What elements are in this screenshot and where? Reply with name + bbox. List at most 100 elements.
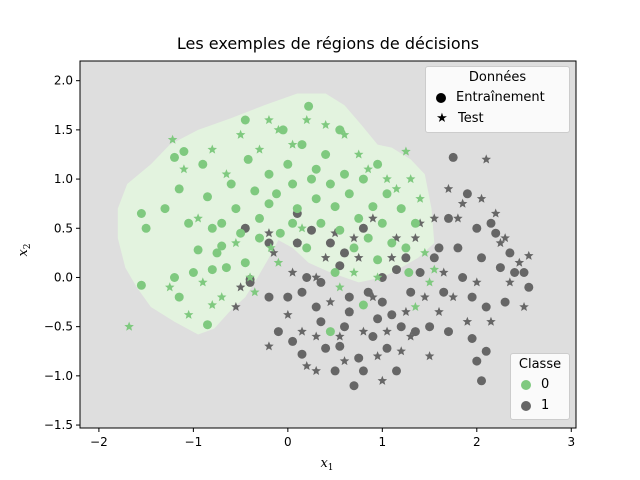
data-point-class-0-test bbox=[297, 223, 307, 233]
data-point-class-1-training bbox=[434, 243, 444, 253]
data-point-class-0-training bbox=[174, 184, 184, 194]
data-point-class-0-training bbox=[207, 223, 217, 233]
data-point-class-1-test bbox=[292, 238, 303, 248]
legend-label-training: Entraînement bbox=[456, 90, 545, 105]
data-point-class-0-training bbox=[255, 233, 264, 243]
data-point-class-0-training bbox=[410, 218, 420, 228]
y-tick-label: 1.5 bbox=[54, 123, 73, 137]
data-point-class-1-test bbox=[320, 252, 331, 262]
data-point-class-1-training bbox=[472, 356, 482, 366]
x-tick-label: 1 bbox=[379, 435, 387, 449]
data-point-class-0-test bbox=[198, 277, 208, 287]
data-point-class-0-training bbox=[170, 152, 179, 162]
data-point-class-1-test bbox=[358, 326, 369, 336]
data-point-class-1-training bbox=[444, 213, 453, 223]
data-point-class-1-test bbox=[330, 228, 340, 238]
data-point-class-0-training bbox=[275, 228, 285, 238]
y-axis: −1.5 −1.0 −0.5 0.0 0.5 1.0 1.5 2.0 bbox=[44, 74, 80, 432]
data-point-class-0-training bbox=[325, 327, 335, 337]
data-point-class-1-test bbox=[472, 277, 482, 287]
data-point-class-1-training bbox=[330, 366, 340, 376]
data-point-class-1-training bbox=[453, 243, 463, 253]
plot-area bbox=[79, 60, 577, 429]
data-point-class-0-training bbox=[203, 320, 212, 330]
x-tick-label: 2 bbox=[473, 435, 481, 449]
data-point-class-1-training bbox=[481, 302, 491, 312]
data-point-class-0-training bbox=[255, 213, 264, 223]
data-point-class-0-test bbox=[273, 257, 284, 267]
data-point-class-1-training bbox=[264, 238, 274, 248]
y-tick-label: −0.5 bbox=[44, 320, 73, 334]
data-point-class-0-test bbox=[429, 264, 440, 274]
chart-title: Les exemples de régions de décisions bbox=[177, 34, 479, 53]
data-point-class-1-training bbox=[354, 353, 364, 363]
data-point-class-0-test bbox=[264, 115, 274, 125]
legend-class-title: Classe bbox=[518, 357, 562, 372]
data-point-class-0-test bbox=[372, 272, 383, 282]
data-point-class-1-training bbox=[472, 223, 482, 233]
data-point-class-0-test bbox=[410, 301, 421, 312]
data-point-class-0-test bbox=[245, 272, 255, 282]
data-point-class-0-training bbox=[240, 115, 250, 125]
star-marker-icon: ★ bbox=[436, 110, 448, 126]
data-point-class-1-test bbox=[311, 331, 321, 341]
data-point-class-0-training bbox=[344, 189, 354, 199]
data-point-class-1-training bbox=[297, 349, 307, 359]
data-point-class-0-test bbox=[179, 164, 189, 174]
data-point-class-1-training bbox=[273, 327, 283, 337]
data-point-class-0-training bbox=[349, 243, 359, 253]
axes-frame bbox=[79, 60, 577, 429]
legend-item-test: ★ Test bbox=[426, 108, 569, 129]
data-point-class-1-training bbox=[444, 327, 453, 337]
y-tick-label: −1.0 bbox=[44, 369, 73, 383]
data-point-class-0-training bbox=[358, 174, 368, 184]
data-point-class-0-training bbox=[335, 125, 345, 135]
data-points bbox=[124, 101, 534, 391]
legend-item-class-1: 1 bbox=[511, 395, 569, 416]
data-point-class-1-training bbox=[486, 218, 496, 228]
data-point-class-1-training bbox=[382, 343, 392, 353]
data-point-class-1-test bbox=[514, 257, 525, 267]
legend-item-class-0: 0 bbox=[511, 374, 569, 395]
data-point-class-0-training bbox=[212, 248, 222, 258]
data-point-class-0-training bbox=[302, 243, 312, 253]
data-point-class-1-test bbox=[396, 346, 406, 356]
data-point-class-0-training bbox=[250, 186, 260, 196]
data-point-class-0-training bbox=[288, 179, 298, 189]
data-point-class-1-test bbox=[486, 316, 496, 326]
x-axis-label: x1 bbox=[320, 456, 333, 473]
legend-class: Classe 0 1 bbox=[510, 353, 570, 420]
data-point-class-0-training bbox=[203, 192, 212, 202]
data-point-class-0-training bbox=[136, 209, 146, 218]
y-axis-label-main: x bbox=[16, 249, 31, 257]
data-point-class-0-training bbox=[217, 241, 227, 251]
data-point-class-0-training bbox=[358, 300, 368, 310]
x-tick-label: 0 bbox=[284, 435, 292, 449]
legend-data-type: Données Entraînement ★ Test bbox=[425, 66, 570, 133]
data-point-class-1-training bbox=[316, 317, 326, 327]
data-point-class-1-training bbox=[406, 287, 416, 297]
y-axis-label: x2 bbox=[16, 243, 33, 256]
data-point-class-0-training bbox=[330, 268, 340, 277]
data-point-class-0-training bbox=[283, 159, 293, 169]
y-tick-label: −1.5 bbox=[44, 418, 73, 432]
class-0-dot-icon bbox=[521, 379, 531, 390]
data-point-class-1-test bbox=[264, 341, 274, 351]
data-point-class-1-training bbox=[491, 228, 501, 238]
data-point-class-1-test bbox=[410, 233, 421, 243]
x-tick-label: −2 bbox=[90, 435, 108, 449]
data-point-class-0-training bbox=[136, 280, 146, 290]
data-point-class-1-test bbox=[405, 331, 416, 341]
data-point-class-1-test bbox=[311, 272, 321, 282]
data-point-class-0-training bbox=[193, 245, 203, 255]
data-point-class-0-test bbox=[301, 115, 312, 125]
circle-marker-icon bbox=[436, 92, 446, 103]
data-point-class-1-test bbox=[377, 375, 388, 385]
data-point-class-0-training bbox=[387, 238, 397, 248]
x-axis: −2 −1 0 1 2 3 bbox=[90, 428, 575, 449]
data-point-class-0-training bbox=[321, 150, 331, 159]
data-point-class-1-test bbox=[349, 233, 359, 243]
legend-label-test: Test bbox=[458, 111, 484, 126]
data-point-class-0-training bbox=[141, 223, 151, 233]
data-point-class-0-test bbox=[320, 119, 331, 129]
